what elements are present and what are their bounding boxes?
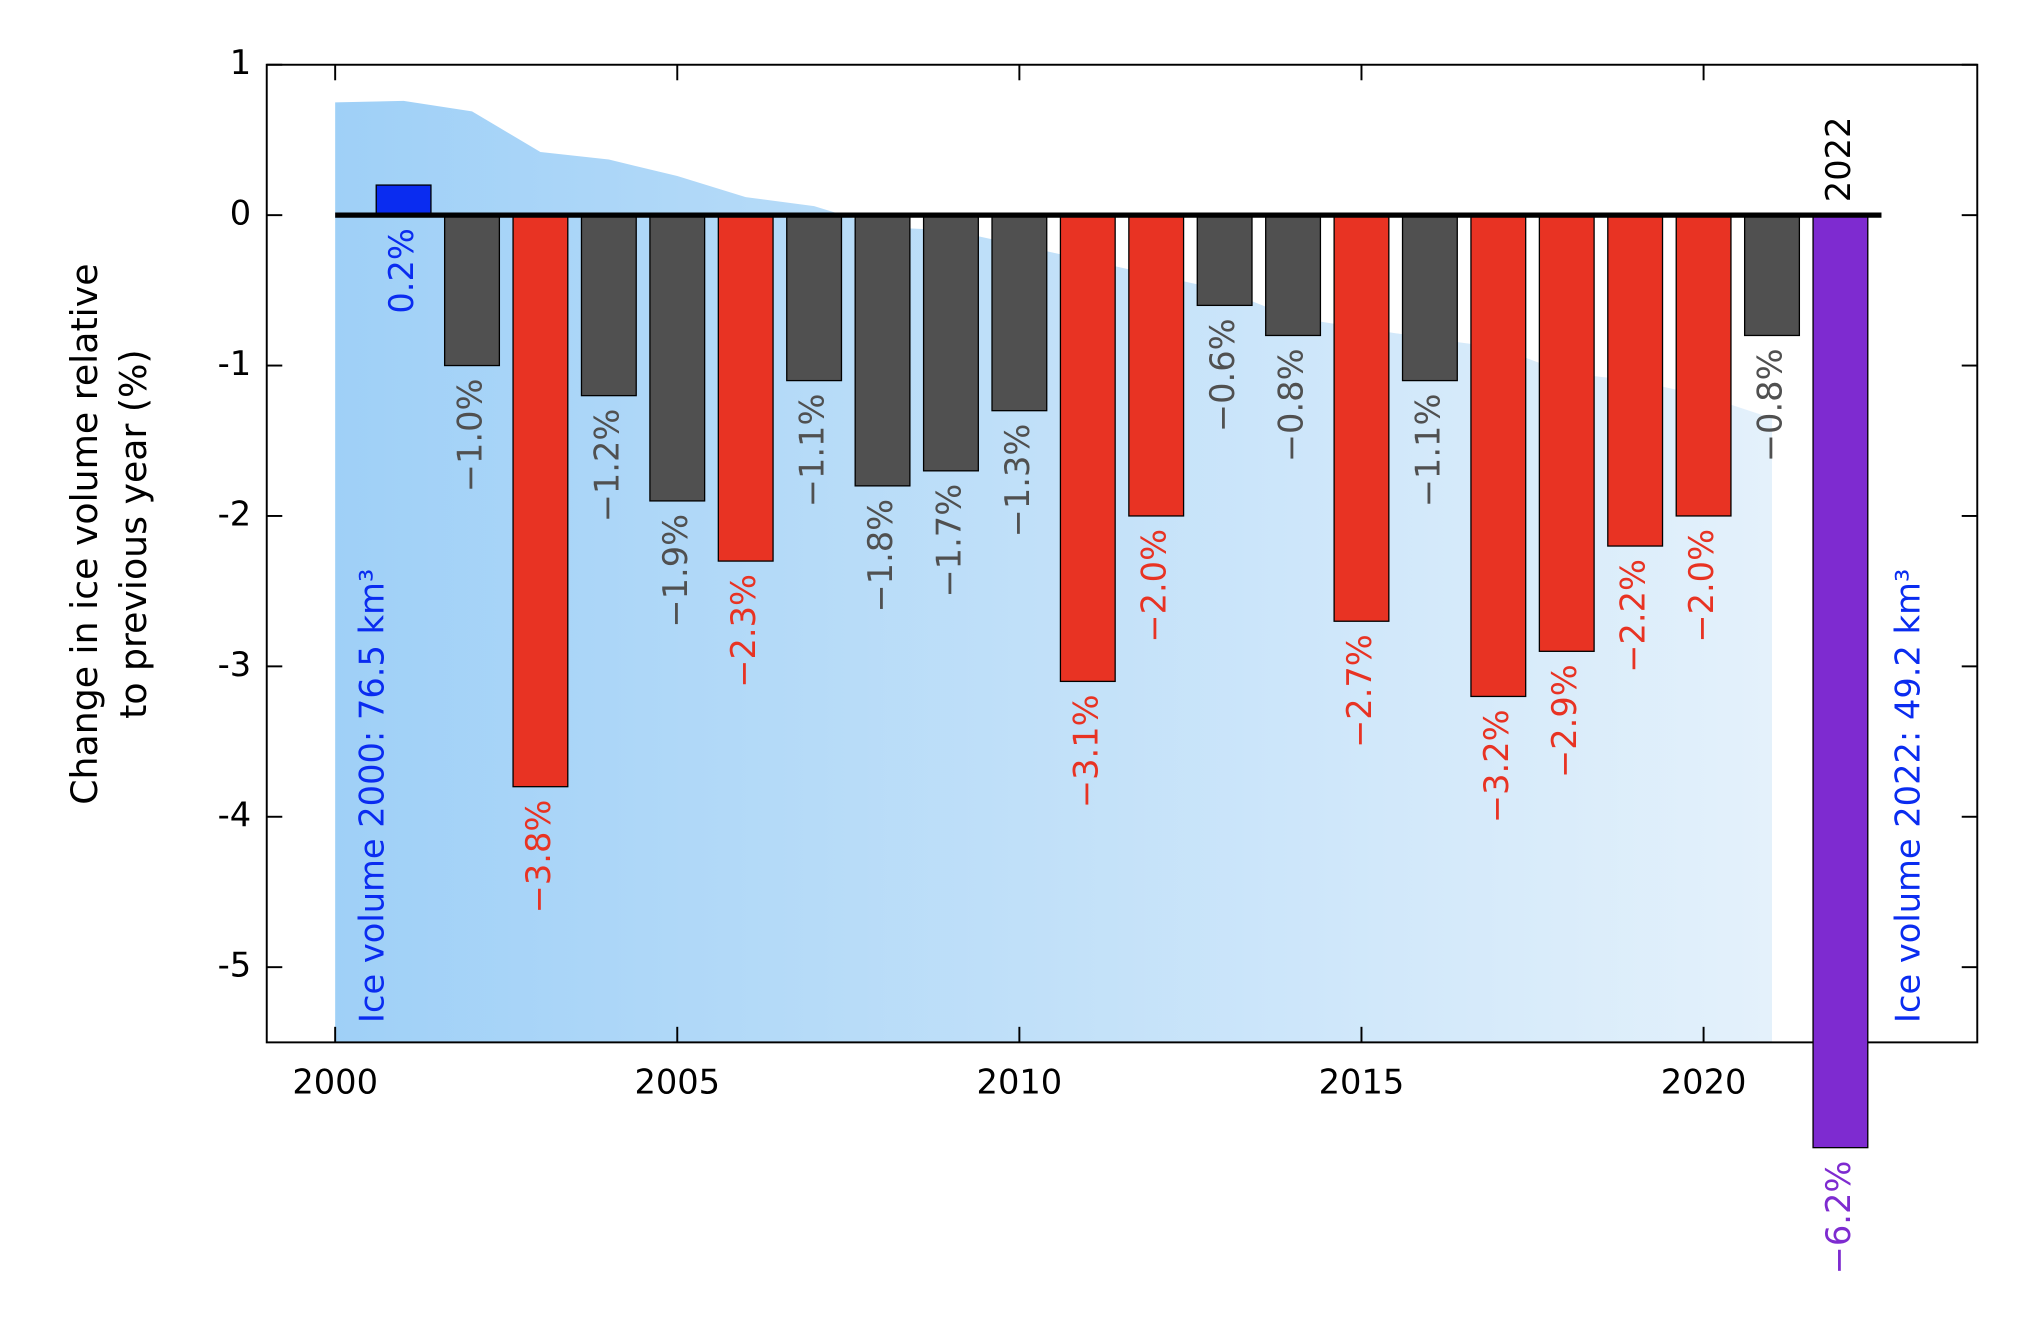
bar	[580, 214, 637, 397]
value-label: −0.8%	[1272, 348, 1311, 462]
bar	[1196, 214, 1253, 307]
value-label: 0.2%	[382, 228, 421, 314]
bar	[1401, 214, 1458, 382]
value-label: −3.2%	[1477, 709, 1516, 823]
bar	[443, 214, 501, 367]
bar	[1675, 214, 1732, 517]
value-label: −1.1%	[793, 394, 832, 508]
bar	[1333, 214, 1390, 622]
value-label: −6.2%	[1819, 1161, 1858, 1275]
value-label: −1.2%	[587, 409, 626, 523]
bar	[922, 214, 979, 472]
value-label: −1.7%	[929, 484, 968, 598]
y-tick-label: -3	[218, 645, 252, 684]
value-label: −1.3%	[998, 424, 1037, 538]
value-label: −1.1%	[1408, 394, 1447, 508]
y-tick-label: -2	[218, 494, 252, 533]
y-axis-label-line: Change in ice volume relative	[63, 264, 106, 805]
value-label: −2.2%	[1614, 559, 1653, 673]
y-tick-label: -4	[218, 795, 252, 834]
value-label: −2.7%	[1340, 634, 1379, 748]
y-tick-label: 1	[230, 43, 251, 82]
y-tick-label: -1	[218, 344, 252, 383]
y-tick-label: -5	[218, 946, 252, 985]
value-label: −2.3%	[724, 574, 763, 688]
value-label: −0.8%	[1751, 348, 1790, 462]
x-tick-label: 2020	[1661, 1062, 1747, 1101]
x-tick-label: 2005	[634, 1062, 720, 1101]
bar	[786, 214, 843, 382]
axes-frame	[265, 63, 1979, 1044]
value-label: −1.9%	[656, 514, 695, 628]
bar	[717, 214, 774, 562]
value-label: −2.0%	[1682, 529, 1721, 643]
x-tick-label: 2015	[1319, 1062, 1405, 1101]
x-tick-label: 2000	[292, 1062, 378, 1101]
annotation: Ice volume 2000: 76.5 km³	[353, 569, 392, 1023]
plot: -5 -4 -3 -2 -1 0 1 2000 2005 2010 2015 2020 0.2% −1.0…	[63, 43, 1979, 1275]
bar	[1607, 214, 1664, 547]
bar	[854, 214, 911, 487]
value-label: −2.9%	[1545, 664, 1584, 778]
value-label: −0.6%	[1203, 318, 1242, 432]
x-tick-label: 2010	[977, 1062, 1063, 1101]
bar	[1538, 214, 1595, 652]
bar	[375, 184, 432, 216]
bar	[512, 214, 569, 788]
bar	[991, 214, 1048, 412]
value-label: −1.8%	[861, 499, 900, 613]
bar	[1470, 214, 1527, 698]
bar	[1128, 214, 1185, 517]
value-label: −1.0%	[451, 379, 490, 493]
bar	[1743, 214, 1801, 337]
highlight-label: 2022	[1819, 117, 1858, 203]
bar	[1059, 214, 1116, 683]
value-label: −2.0%	[1135, 529, 1174, 643]
annotation: Ice volume 2022: 49.2 km³	[1888, 569, 1927, 1023]
y-axis-label-line: to previous year (%)	[112, 349, 155, 719]
value-label: −3.8%	[519, 800, 558, 914]
bar	[1265, 214, 1322, 337]
bar	[649, 214, 706, 502]
bar	[1812, 214, 1869, 1149]
value-label: −3.1%	[1066, 694, 1105, 808]
y-tick-label: 0	[230, 194, 251, 233]
y-axis-label: Change in ice volume relative to previous…	[63, 264, 155, 805]
